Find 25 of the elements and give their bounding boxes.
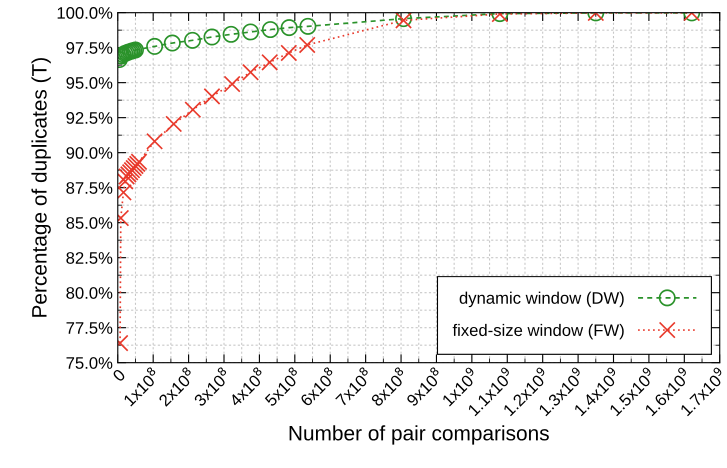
x-tick-label: 1x10$^{8}$ xyxy=(123,366,156,406)
y-tick-label: 92.5% xyxy=(66,112,112,124)
legend-label: fixed-size window (FW) xyxy=(452,324,624,340)
x-tick-label: 4x10$^{8}$ xyxy=(228,366,262,408)
x-tick-label: 6x10$^{8}$ xyxy=(300,366,334,407)
y-tick-label: 75.0% xyxy=(66,357,112,369)
y-axis-title: Percentage of duplicates (T) xyxy=(31,58,51,317)
x-tick-label: 5x10$^{8}$ xyxy=(264,366,298,408)
y-tick-label: 77.5% xyxy=(66,322,112,334)
y-tick-label: 82.5% xyxy=(66,252,112,264)
y-tick-label: 97.5% xyxy=(66,42,112,54)
x-tick-label: 3x10$^{8}$ xyxy=(193,366,228,408)
x-tick-label: 7x10$^{8}$ xyxy=(335,366,369,407)
x-tick-label: 2x10$^{8}$ xyxy=(158,366,192,407)
y-tick-label: 87.5% xyxy=(66,182,112,194)
y-tick-label: 80.0% xyxy=(66,287,112,299)
y-tick-label: 95.0% xyxy=(66,77,112,89)
y-tick-label: 85.0% xyxy=(66,217,112,229)
legend-label: dynamic window (DW) xyxy=(460,292,624,308)
y-tick-label: 100.0% xyxy=(58,7,112,19)
x-tick-label: 0 xyxy=(112,368,126,382)
y-tick-label: 90.0% xyxy=(66,147,112,159)
x-axis-title: Number of pair comparisons xyxy=(290,425,549,445)
x-tick-label: 8x10$^{8}$ xyxy=(370,366,404,407)
x-tick-label: 9x10$^{8}$ xyxy=(406,366,440,407)
